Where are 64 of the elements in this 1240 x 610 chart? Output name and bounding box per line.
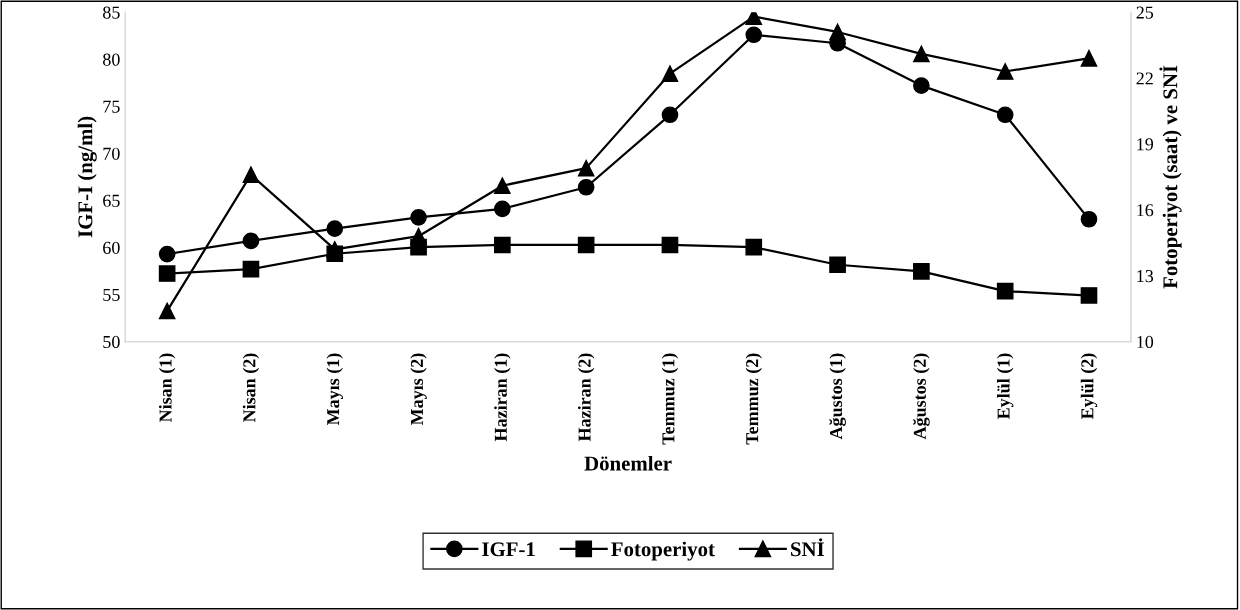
legend-label: SNİ	[791, 538, 824, 557]
x-tick-label: Eylül (2)	[1080, 353, 1098, 420]
point	[996, 63, 1014, 80]
y-tick-label: 80	[103, 53, 120, 66]
point	[158, 265, 176, 282]
point	[913, 45, 930, 63]
y-axis-title: IGF-I (ng/ml)	[77, 116, 97, 238]
x-tick-label: Mayıs (2)	[410, 353, 427, 426]
point	[410, 209, 427, 226]
y-tick-label: 50	[103, 335, 120, 349]
x-axis-title: Dönemler	[584, 455, 672, 471]
point	[242, 260, 260, 278]
point	[829, 23, 846, 41]
y2-tick-label: 22	[1136, 72, 1153, 85]
point	[326, 245, 344, 263]
x-tick-label: Eylül (1)	[996, 353, 1014, 420]
x-tick-label: Haziran (1)	[494, 353, 511, 442]
y-tick-label: 65	[103, 194, 120, 207]
point	[577, 159, 595, 177]
point	[242, 232, 260, 250]
point	[577, 236, 595, 254]
x-tick-label: Haziran (2)	[577, 353, 595, 442]
y2-tick-label: 13	[1137, 270, 1154, 283]
point	[661, 65, 679, 83]
point	[661, 106, 679, 124]
point	[661, 236, 679, 254]
x-tick-label: Nisan (2)	[242, 353, 260, 423]
point	[577, 178, 595, 196]
x-tick-label: Mayıs (1)	[326, 353, 343, 426]
point	[996, 282, 1014, 300]
point	[745, 26, 763, 44]
point	[494, 200, 511, 218]
y-tick-label: 70	[103, 147, 120, 160]
x-tick-label: Nisan (1)	[158, 353, 176, 423]
point	[158, 302, 176, 320]
point	[158, 245, 176, 263]
y-tick-label: 85	[103, 6, 120, 19]
y2-axis-title: Fotoperiyot (saat) ve SNİ	[1159, 65, 1182, 289]
point	[410, 238, 427, 256]
point	[745, 238, 763, 256]
x-tick-label: Temmuz (2)	[745, 353, 762, 445]
y2-tick-label: 19	[1137, 138, 1154, 151]
point	[1080, 210, 1098, 228]
point	[996, 106, 1014, 124]
y2-tick-label: 10	[1137, 335, 1154, 349]
point	[1080, 287, 1098, 304]
point	[326, 220, 344, 237]
x-tick-label: Temmuz (1)	[661, 353, 679, 445]
y2-tick-label: 16	[1137, 204, 1154, 217]
point	[1080, 49, 1098, 67]
point	[494, 177, 511, 195]
x-tick-label: Ağustos (2)	[913, 353, 930, 440]
y-tick-label: 55	[103, 288, 120, 301]
y2-tick-label: 25	[1136, 6, 1154, 19]
point	[829, 256, 846, 274]
legend-label: Fotoperiyot	[611, 541, 715, 561]
x-tick-label: Ağustos (1)	[829, 353, 846, 440]
point	[494, 236, 511, 254]
point	[913, 77, 930, 94]
point	[913, 262, 930, 280]
y-tick-label: 60	[103, 241, 120, 254]
y-tick-label: 75	[103, 100, 120, 113]
point	[242, 166, 260, 184]
legend-label: IGF-1	[482, 542, 535, 557]
